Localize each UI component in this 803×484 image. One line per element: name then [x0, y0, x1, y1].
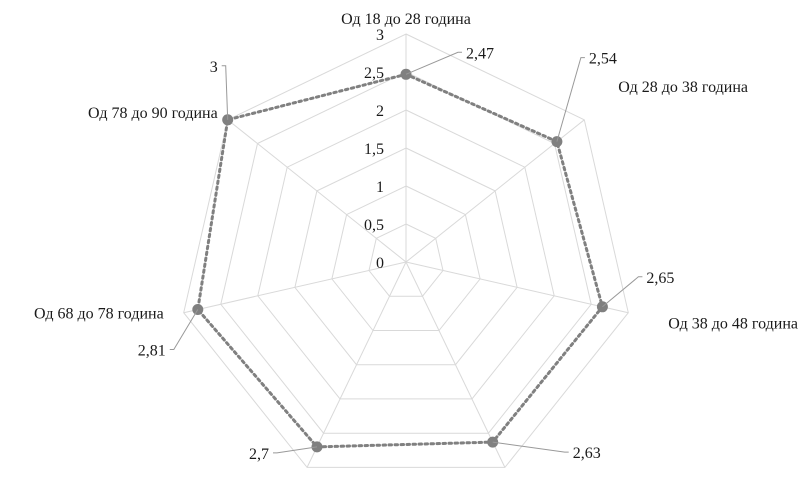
- grid-ring: [294, 147, 518, 366]
- grid-ring: [257, 109, 555, 400]
- series-layer: [192, 68, 608, 453]
- category-label: Од 68 до 78 година: [34, 306, 164, 323]
- tick-label: 1: [376, 179, 384, 196]
- axis-spoke: [306, 261, 407, 468]
- tick-label: 0: [376, 255, 384, 272]
- series-line: [196, 72, 605, 449]
- axis-spoke: [405, 261, 506, 468]
- data-label: 3: [210, 59, 218, 76]
- data-label: 2,7: [249, 446, 269, 463]
- tick-label: 0,5: [364, 217, 384, 234]
- tick-label: 1,5: [364, 141, 384, 158]
- data-label: 2,47: [466, 45, 494, 62]
- category-label: Од 18 до 28 година: [341, 11, 471, 28]
- grid-layer: [183, 33, 629, 468]
- category-label: Од 38 до 48 година: [668, 316, 798, 333]
- leader-line: [169, 309, 199, 350]
- grid-ring: [183, 33, 629, 468]
- axis-spoke: [227, 119, 407, 263]
- grid-ring: [331, 185, 481, 331]
- grid-ring: [368, 223, 444, 297]
- data-label: 2,54: [589, 51, 617, 68]
- tick-label: 2: [376, 103, 384, 120]
- tick-label: 2,5: [364, 65, 384, 82]
- category-label: Од 78 до 90 година: [88, 105, 218, 122]
- leader-line: [602, 276, 643, 308]
- tick-label-layer: 0 0,5 1 1,5 2 2,5 3: [364, 27, 384, 272]
- grid-ring: [220, 71, 592, 434]
- leader-line: [273, 446, 318, 454]
- leader-line: [221, 65, 229, 120]
- leader-line: [405, 51, 462, 75]
- leader-line: [556, 57, 585, 142]
- axis-spoke: [405, 261, 629, 314]
- leader-line: [492, 441, 569, 453]
- data-label: 2,81: [138, 343, 166, 360]
- data-label: 2,63: [573, 445, 601, 462]
- category-label-layer: Од 18 до 28 година Од 28 до 38 година Од 3…: [34, 11, 798, 333]
- axis-spoke: [183, 261, 407, 314]
- data-label-layer: 2,47 2,54 2,65 2,63 2,7 2,81 3: [138, 45, 675, 463]
- tick-label: 3: [376, 27, 384, 44]
- category-label: Од 28 до 38 година: [618, 79, 748, 96]
- leader-line-layer: [169, 51, 643, 454]
- data-label: 2,65: [646, 270, 674, 287]
